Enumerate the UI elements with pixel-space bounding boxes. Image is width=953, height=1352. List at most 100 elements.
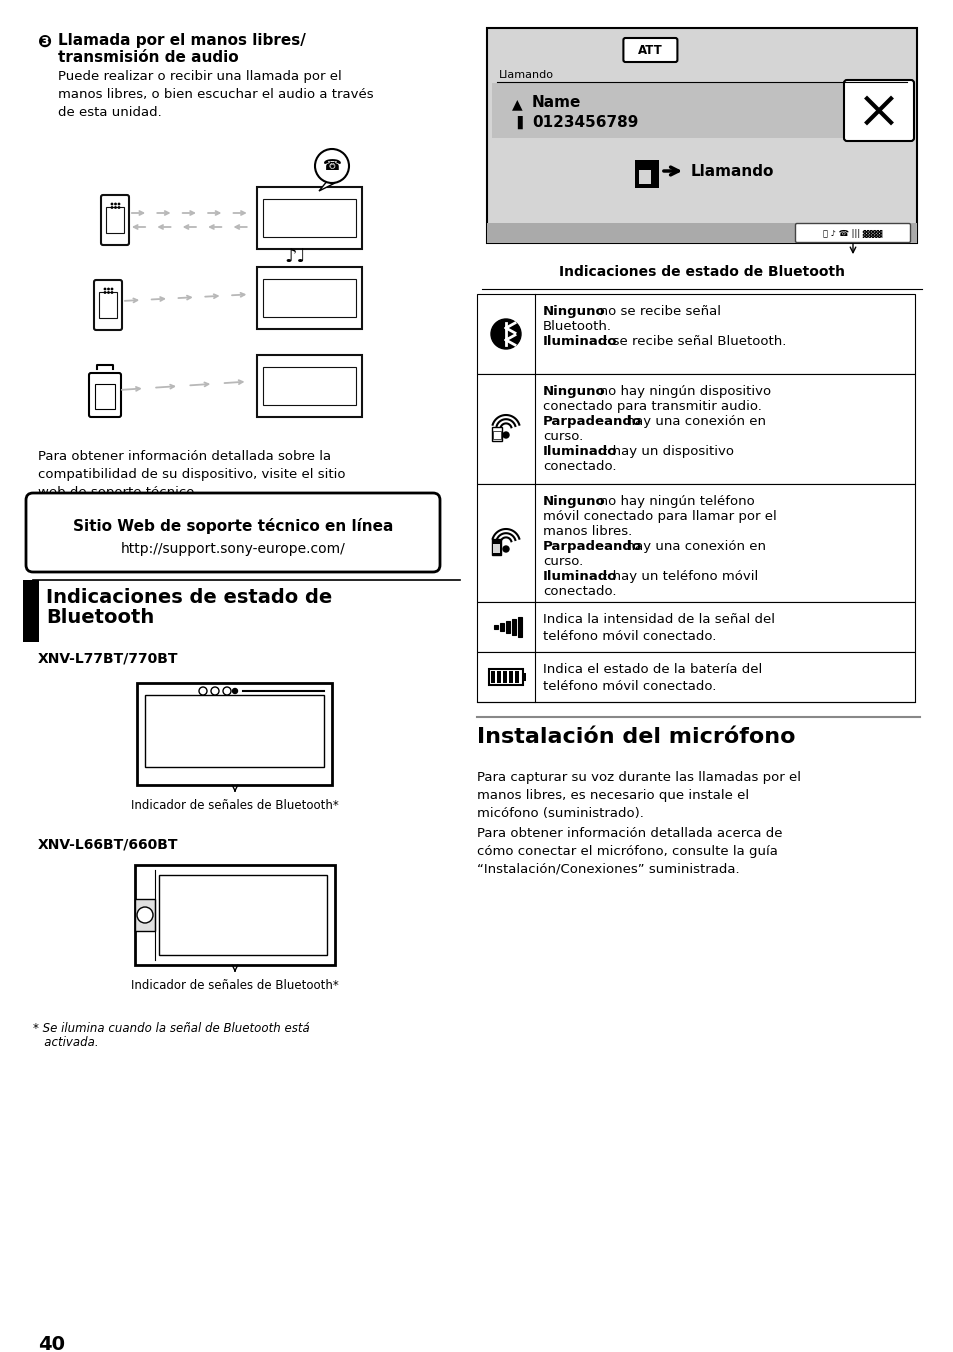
Bar (509, 671, 513, 683)
Bar (257, 187, 362, 249)
Text: Ninguno: Ninguno (542, 306, 605, 318)
Bar (106, 207, 124, 233)
Text: : no hay ningún teléfono: : no hay ningún teléfono (590, 495, 754, 508)
FancyBboxPatch shape (795, 223, 909, 242)
Bar (489, 669, 522, 685)
Circle shape (114, 203, 116, 204)
Bar (493, 431, 500, 439)
Bar (159, 875, 327, 955)
Text: Instalación del micrófono: Instalación del micrófono (476, 727, 795, 748)
Text: Ninguno: Ninguno (542, 385, 605, 397)
Polygon shape (318, 180, 335, 191)
Bar (522, 673, 525, 681)
Bar (263, 199, 356, 237)
Text: Bluetooth.: Bluetooth. (542, 320, 612, 333)
Text: Indica el estado de la batería del
teléfono móvil conectado.: Indica el estado de la batería del teléf… (542, 662, 761, 694)
Circle shape (104, 292, 106, 293)
Text: Llamada por el manos libres/: Llamada por el manos libres/ (58, 32, 306, 49)
Circle shape (233, 688, 237, 694)
FancyBboxPatch shape (843, 80, 913, 141)
Text: XNV-L66BT/660BT: XNV-L66BT/660BT (38, 837, 178, 850)
Text: conectado para transmitir audio.: conectado para transmitir audio. (542, 400, 761, 412)
Text: ATT: ATT (638, 43, 662, 57)
Bar (515, 671, 518, 683)
Circle shape (114, 207, 116, 208)
Bar (476, 484, 914, 602)
Text: ⓑ ♪ ☎ ||| ▓▓▓: ⓑ ♪ ☎ ||| ▓▓▓ (822, 228, 882, 238)
Text: : hay una conexión en: : hay una conexión en (618, 539, 765, 553)
FancyBboxPatch shape (94, 280, 122, 330)
Circle shape (118, 207, 119, 208)
Bar (263, 366, 356, 406)
Text: : se recibe señal Bluetooth.: : se recibe señal Bluetooth. (603, 335, 786, 347)
Text: móvil conectado para llamar por el: móvil conectado para llamar por el (542, 510, 776, 523)
Text: Iluminado: Iluminado (542, 335, 617, 347)
Circle shape (137, 907, 152, 923)
Bar (137, 683, 333, 786)
Bar (257, 356, 362, 416)
Bar (492, 427, 501, 441)
Text: ☎: ☎ (322, 158, 341, 173)
Circle shape (502, 546, 509, 552)
Text: Name: Name (532, 95, 580, 110)
Bar (486, 28, 916, 243)
Text: 0123456789: 0123456789 (532, 115, 638, 130)
Circle shape (502, 433, 509, 438)
Text: XNV-L77BT/770BT: XNV-L77BT/770BT (38, 652, 178, 667)
Bar (135, 899, 154, 932)
Bar (499, 623, 503, 631)
Bar (476, 652, 914, 702)
Text: Ninguno: Ninguno (542, 495, 605, 508)
Text: http://support.sony-europe.com/: http://support.sony-europe.com/ (120, 542, 345, 556)
Bar (492, 82, 846, 138)
Text: * Se ilumina cuando la señal de Bluetooth está: * Se ilumina cuando la señal de Bluetoot… (33, 1022, 310, 1036)
Bar (493, 544, 499, 553)
Circle shape (314, 149, 349, 183)
Circle shape (108, 288, 109, 289)
Bar (486, 223, 916, 243)
Text: Para capturar su voz durante las llamadas por el
manos libres, es necesario que : Para capturar su voz durante las llamada… (476, 771, 801, 821)
Circle shape (104, 288, 106, 289)
Circle shape (223, 687, 231, 695)
Text: ❸: ❸ (38, 32, 52, 51)
Bar (517, 617, 521, 637)
Text: curso.: curso. (542, 430, 582, 443)
Text: curso.: curso. (542, 556, 582, 568)
Bar (263, 279, 356, 316)
Bar (476, 293, 914, 375)
Bar (476, 375, 914, 484)
Text: ♪♩: ♪♩ (284, 246, 306, 265)
Text: Llamando: Llamando (690, 164, 774, 178)
Text: Indicador de señales de Bluetooth*: Indicador de señales de Bluetooth* (131, 979, 338, 992)
Bar (95, 384, 115, 410)
Text: : hay un dispositivo: : hay un dispositivo (603, 445, 734, 458)
Circle shape (199, 687, 207, 695)
Bar (476, 602, 914, 652)
Text: : hay una conexión en: : hay una conexión en (618, 415, 765, 429)
FancyBboxPatch shape (101, 195, 129, 245)
Bar (492, 539, 500, 556)
Text: Parpadeando: Parpadeando (542, 415, 641, 429)
Text: manos libres.: manos libres. (542, 525, 632, 538)
Text: activada.: activada. (33, 1036, 98, 1049)
Bar (257, 266, 362, 329)
Bar (635, 160, 659, 188)
Text: 40: 40 (38, 1334, 65, 1352)
Bar (497, 671, 500, 683)
Text: Indica la intensidad de la señal del
teléfono móvil conectado.: Indica la intensidad de la señal del tel… (542, 612, 774, 644)
FancyBboxPatch shape (622, 38, 677, 62)
Text: Para obtener información detallada sobre la
compatibilidad de su dispositivo, vi: Para obtener información detallada sobre… (38, 450, 345, 499)
Bar (502, 671, 506, 683)
Text: Indicaciones de estado de: Indicaciones de estado de (46, 588, 332, 607)
FancyBboxPatch shape (26, 493, 439, 572)
Text: Bluetooth: Bluetooth (46, 608, 154, 627)
Bar (494, 625, 497, 629)
Bar (135, 865, 335, 965)
Bar (23, 580, 39, 642)
Text: Indicaciones de estado de Bluetooth: Indicaciones de estado de Bluetooth (558, 265, 844, 279)
Text: Iluminado: Iluminado (542, 445, 617, 458)
Text: ▐: ▐ (512, 116, 521, 130)
Text: Indicador de señales de Bluetooth*: Indicador de señales de Bluetooth* (131, 799, 338, 813)
Text: : no hay ningún dispositivo: : no hay ningún dispositivo (590, 385, 770, 397)
Text: Para obtener información detallada acerca de
cómo conectar el micrófono, consult: Para obtener información detallada acerc… (476, 827, 781, 876)
